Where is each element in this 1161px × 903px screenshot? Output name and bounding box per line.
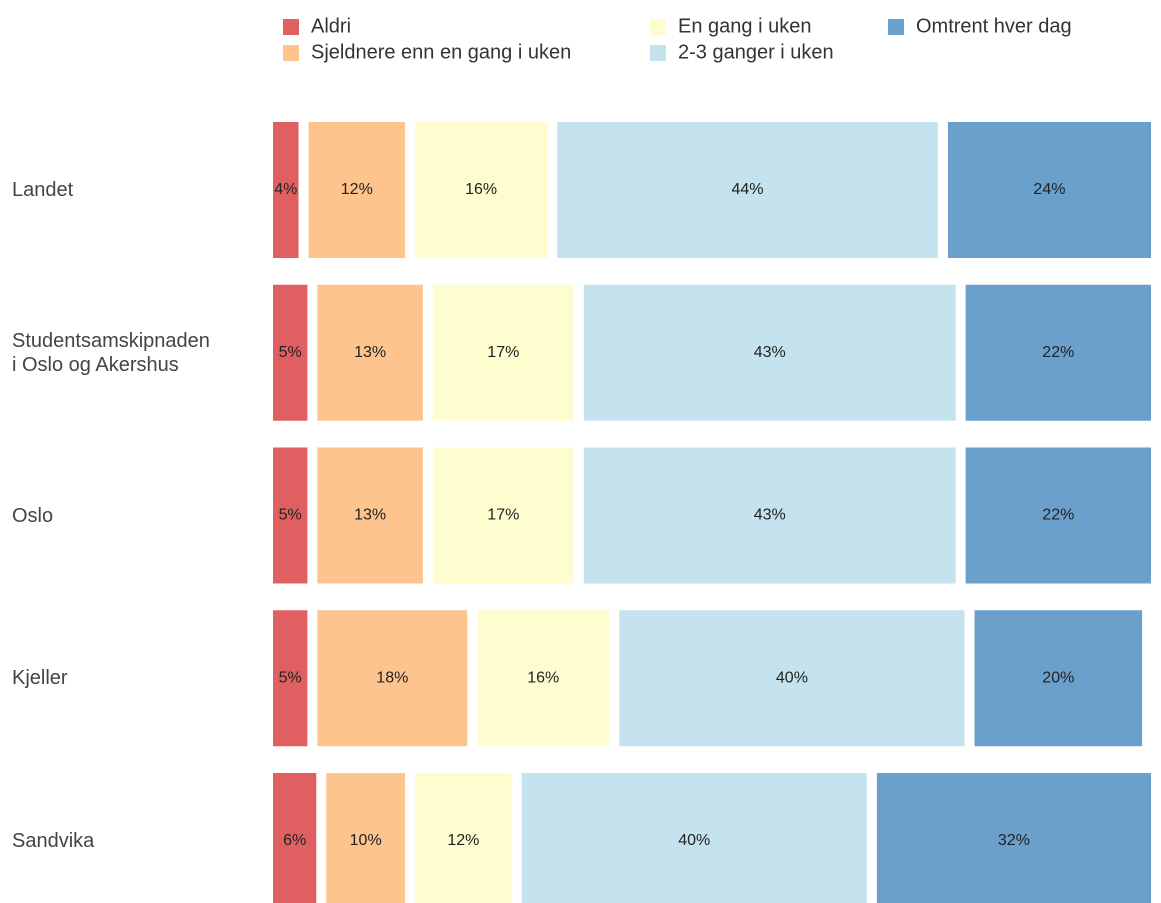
- legend-swatch: [283, 19, 299, 35]
- bar-segment: [308, 122, 406, 258]
- data-label: 24%: [1033, 181, 1065, 198]
- bar-segment: [415, 122, 548, 258]
- legend-label: Aldri: [311, 15, 351, 37]
- bar-segment: [415, 773, 512, 903]
- data-label: 13%: [354, 507, 386, 524]
- bar-segment: [317, 284, 423, 421]
- bar-segment: [965, 284, 1151, 421]
- bar-segment: [273, 610, 308, 747]
- data-label: 5%: [279, 344, 302, 361]
- data-label: 12%: [341, 181, 373, 198]
- bar-segment: [965, 447, 1151, 584]
- bar-segment: [273, 447, 308, 584]
- bar-segment: [521, 773, 867, 903]
- data-label: 18%: [376, 669, 408, 686]
- bar-segment: [947, 122, 1151, 258]
- category-label: Sandvika: [12, 830, 95, 852]
- bar-segment: [317, 610, 468, 747]
- bar-segment: [317, 447, 423, 584]
- legend-label: En gang i uken: [678, 15, 811, 37]
- category-label: Studentsamskipnaden i Oslo og Akershus: [12, 329, 210, 376]
- bar-segment: [557, 122, 938, 258]
- bar-segment: [273, 773, 317, 903]
- data-label: 16%: [465, 181, 497, 198]
- bar-segment: [477, 610, 610, 747]
- data-label: 10%: [350, 832, 382, 849]
- data-label: 32%: [998, 832, 1030, 849]
- bar-segment: [273, 122, 299, 258]
- data-label: 40%: [776, 669, 808, 686]
- legend-label: Sjeldnere enn en gang i uken: [311, 41, 571, 63]
- category-label: Kjeller: [12, 667, 68, 690]
- data-label: 43%: [754, 344, 786, 361]
- bar-segment: [619, 610, 965, 747]
- bar-segment: [583, 284, 956, 421]
- legend-swatch: [650, 45, 666, 61]
- data-label: 17%: [487, 507, 519, 524]
- data-label: 44%: [732, 181, 764, 198]
- data-label: 22%: [1042, 507, 1074, 524]
- bar-segment: [432, 447, 574, 584]
- data-label: 6%: [283, 832, 306, 849]
- data-label: 4%: [274, 181, 297, 198]
- legend-label: 2-3 ganger i uken: [678, 41, 834, 63]
- bar-segment: [326, 773, 406, 903]
- bar-segment: [432, 284, 574, 421]
- category-label: Landet: [12, 179, 74, 201]
- legend-swatch: [650, 19, 666, 35]
- legend-swatch: [283, 45, 299, 61]
- data-label: 43%: [754, 507, 786, 524]
- data-label: 13%: [354, 344, 386, 361]
- data-label: 20%: [1042, 669, 1074, 686]
- data-label: 40%: [678, 832, 710, 849]
- category-label: Oslo: [12, 504, 54, 527]
- data-label: 12%: [447, 832, 479, 849]
- data-label: 5%: [279, 507, 302, 524]
- data-label: 22%: [1042, 344, 1074, 361]
- legend-label: Omtrent hver dag: [916, 15, 1072, 37]
- data-label: 17%: [487, 344, 519, 361]
- bar-segment: [583, 447, 956, 584]
- bar-segment: [876, 773, 1151, 903]
- data-label: 16%: [527, 669, 559, 686]
- bar-segment: [273, 284, 308, 421]
- data-label: 5%: [279, 669, 302, 686]
- bar-segment: [974, 610, 1143, 747]
- legend-swatch: [888, 19, 904, 35]
